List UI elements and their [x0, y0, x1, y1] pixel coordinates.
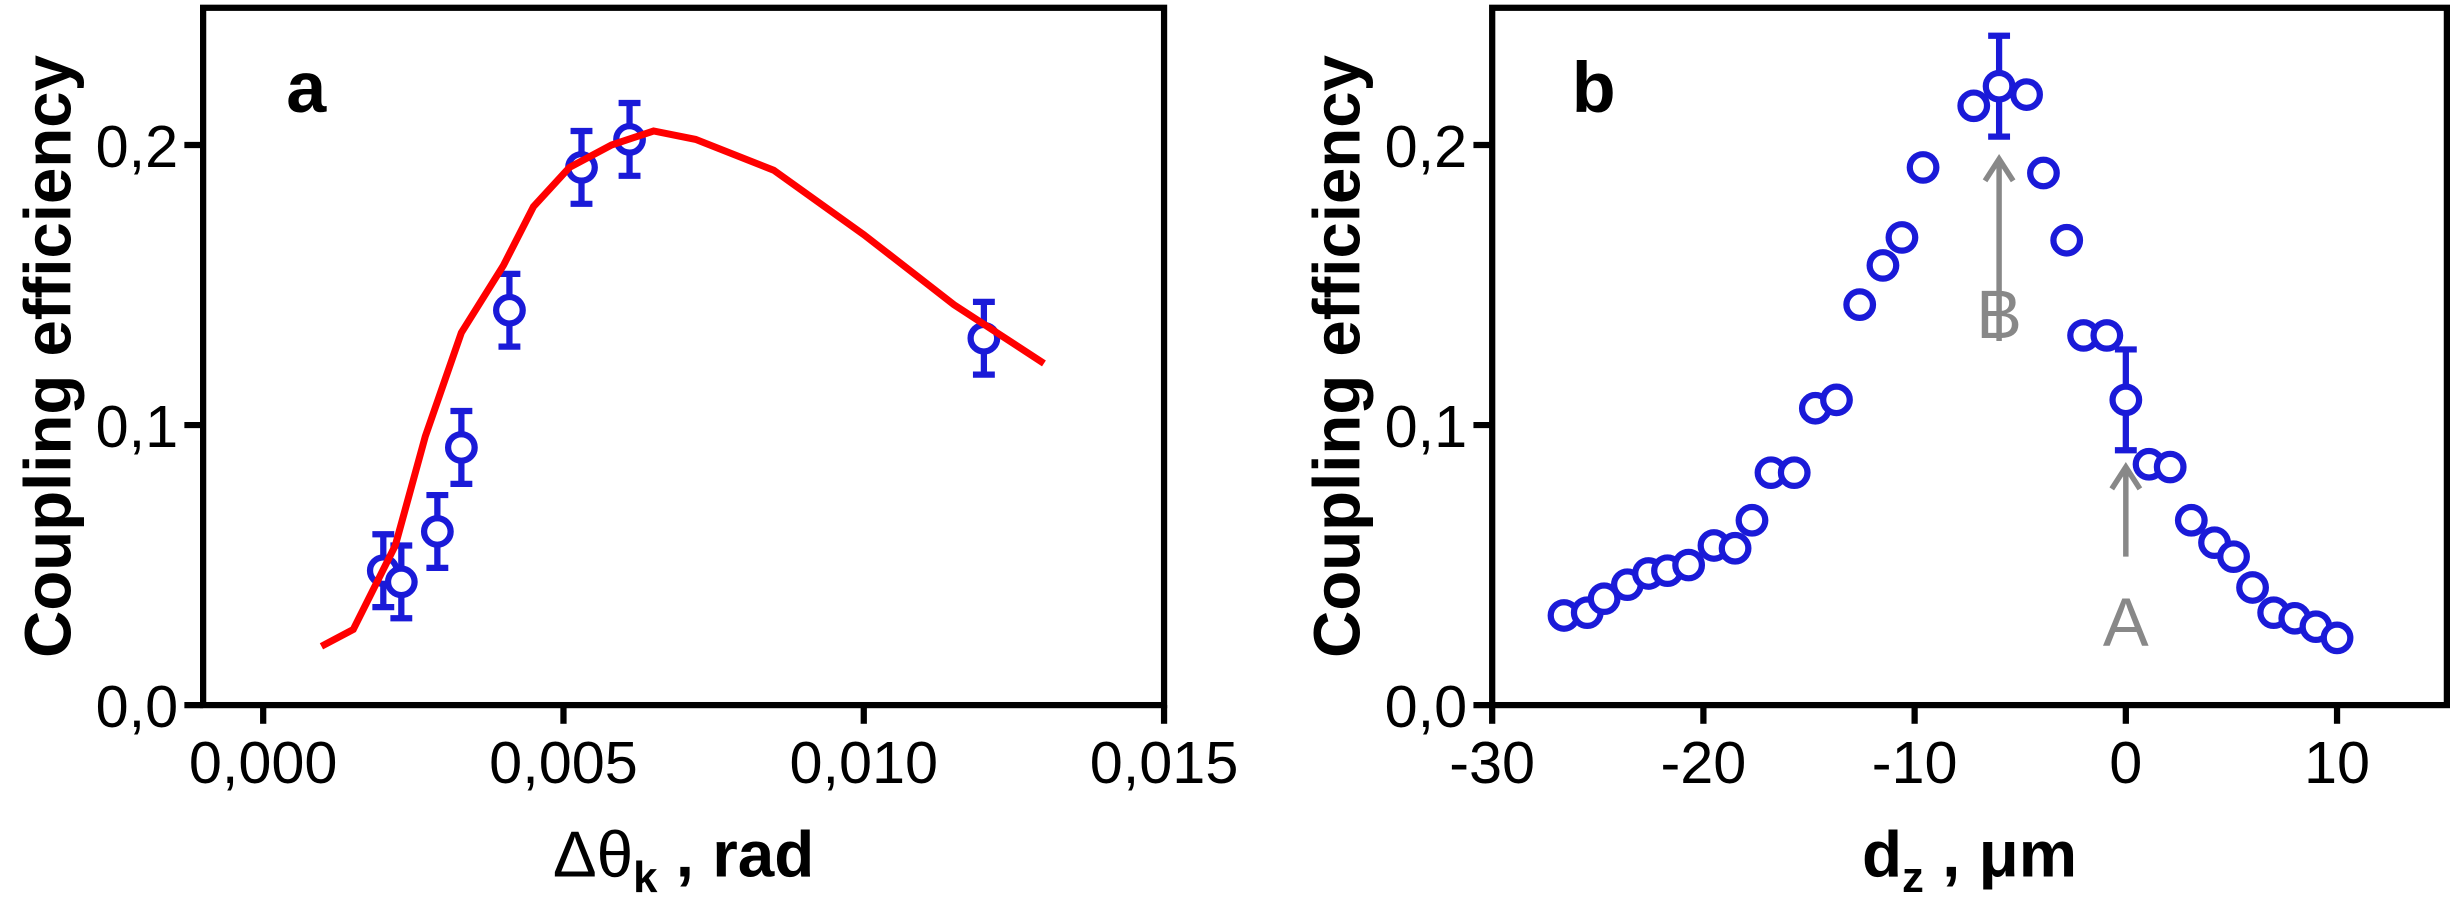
- annotation: A: [2103, 584, 2149, 661]
- data-point: [2027, 156, 2060, 190]
- x-tick-label: -10: [1872, 729, 1958, 796]
- data-point: [420, 515, 454, 548]
- y-tick-label: 0,2: [1385, 113, 1468, 180]
- data-point: [2217, 540, 2250, 574]
- y-tick-label: 0,0: [96, 673, 179, 740]
- annotation: B: [1976, 276, 2022, 353]
- data-point: [2320, 621, 2354, 655]
- data-point: [1777, 456, 1811, 490]
- x-axis-title-sub: k: [633, 853, 658, 902]
- x-tick-label: 0,005: [489, 729, 638, 796]
- data-point: [1820, 383, 1853, 417]
- x-tick-label: 0,015: [1090, 729, 1239, 796]
- x-axis-title-suffix: , rad: [658, 817, 815, 890]
- x-tick-label: 0,010: [789, 729, 938, 796]
- data-point: [2050, 223, 2084, 257]
- y-axis-title: Coupling efficiency: [11, 54, 84, 657]
- data-point: [1866, 249, 1900, 282]
- x-tick-label: -30: [1449, 729, 1535, 796]
- y-tick-label: 0,1: [96, 393, 179, 460]
- x-axis-title: dz , μm: [1862, 817, 2077, 901]
- x-tick-label: 0: [2109, 729, 2142, 796]
- data-point: [1672, 548, 1706, 582]
- x-tick-label: 10: [2304, 729, 2370, 796]
- annotation-arrow: [1982, 153, 2016, 342]
- data-point: [2236, 571, 2269, 604]
- data-point: [1885, 221, 1919, 254]
- x-tick-label: -20: [1660, 729, 1746, 796]
- annotation-arrow: [2109, 462, 2143, 557]
- fit-curve: [319, 127, 1046, 650]
- panel-label: a: [286, 48, 327, 128]
- x-axis-title-main: Δθ: [553, 817, 633, 890]
- x-axis-title-main: d: [1862, 817, 1902, 890]
- y-tick-label: 0,2: [96, 113, 179, 180]
- data-point: [2174, 503, 2208, 537]
- y-tick-label: 0,1: [1385, 393, 1468, 460]
- x-axis-title-suffix: , μm: [1924, 817, 2077, 890]
- data-point: [1718, 531, 1752, 565]
- data-point: [493, 293, 526, 327]
- panel-label: b: [1572, 48, 1616, 128]
- x-tick-label: 0,000: [189, 729, 338, 796]
- x-axis-title-sub: z: [1902, 853, 1924, 902]
- plot-frame: [200, 4, 1168, 709]
- data-point: [444, 431, 478, 464]
- data-point: [2109, 383, 2143, 417]
- y-tick-label: 0,0: [1385, 673, 1468, 740]
- x-axis-title: Δθk , rad: [553, 817, 814, 901]
- data-point: [1587, 582, 1621, 616]
- data-point: [1735, 503, 1769, 537]
- data-point: [2090, 319, 2124, 352]
- data-point: [2010, 78, 2043, 111]
- data-point: [1906, 151, 1940, 184]
- data-point: [1957, 89, 1991, 123]
- data-point: [384, 565, 418, 599]
- plot-frame: [1489, 4, 2450, 709]
- data-point: [1982, 69, 2016, 103]
- data-point: [1843, 288, 1877, 321]
- y-axis-title: Coupling efficiency: [1300, 54, 1373, 657]
- data-point: [2153, 450, 2187, 484]
